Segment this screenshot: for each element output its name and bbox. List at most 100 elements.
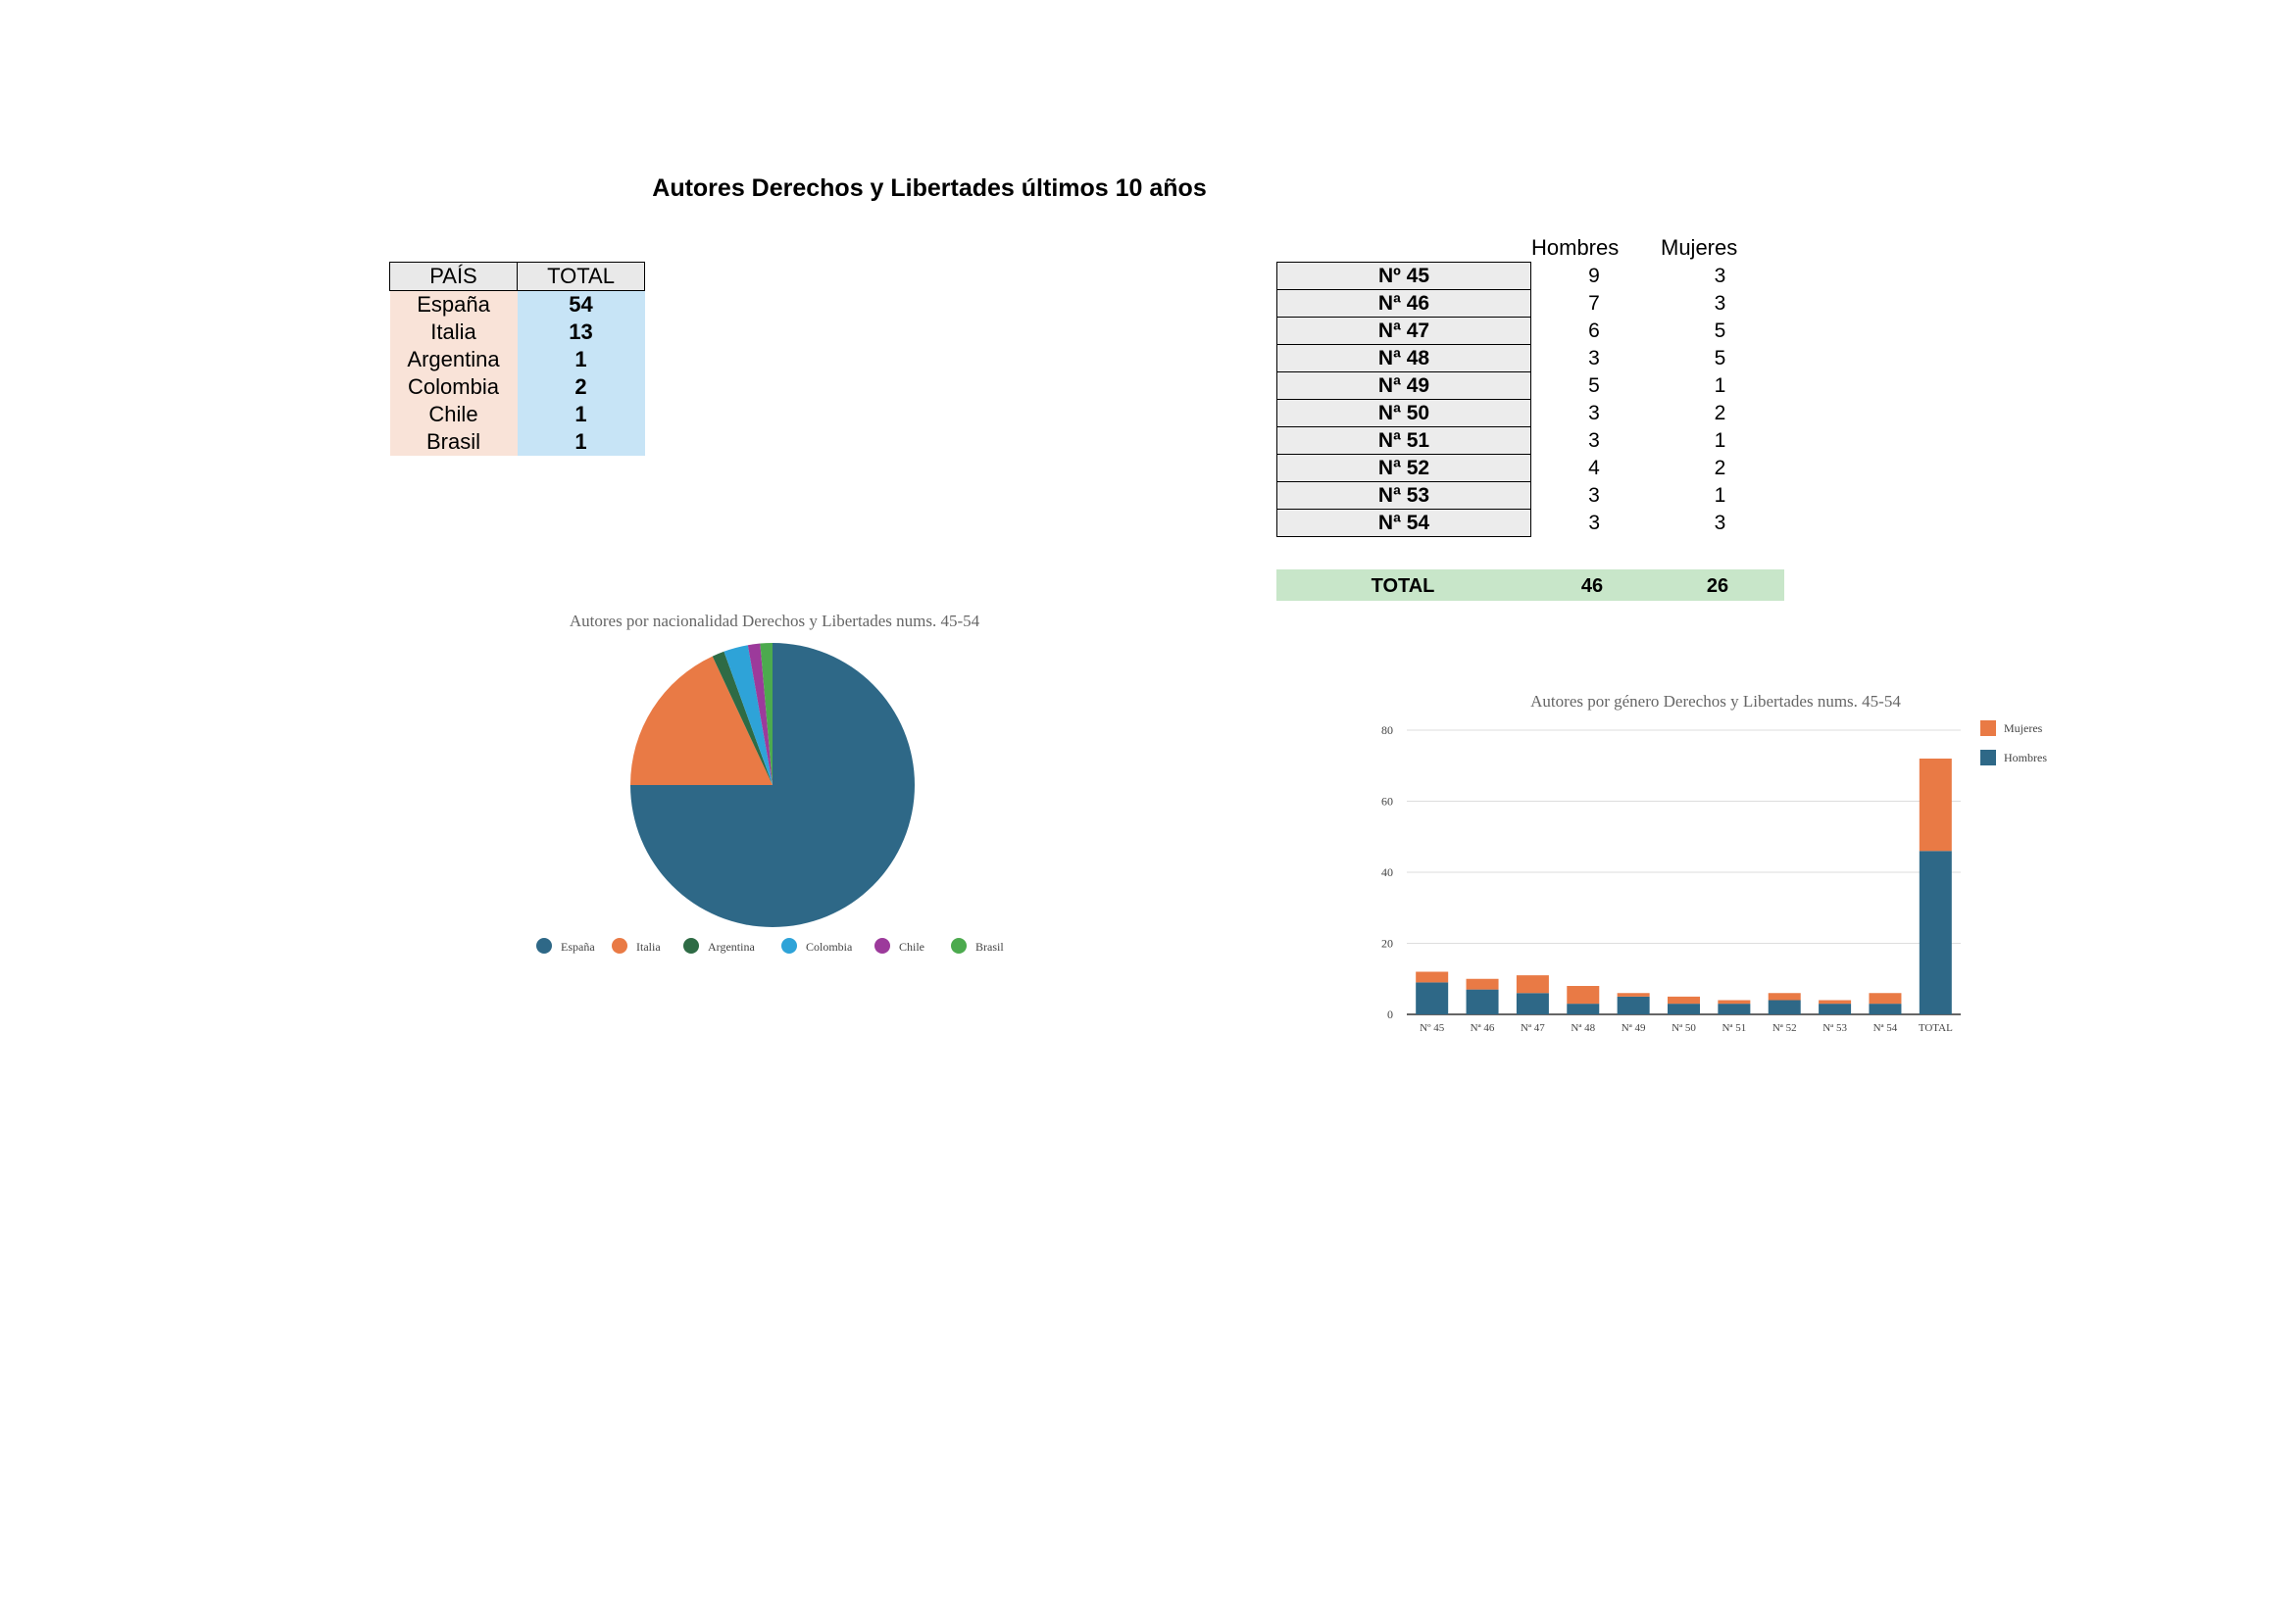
hombres-value: 6 [1588, 319, 1600, 342]
hombres-value: 3 [1588, 511, 1601, 534]
total-header: TOTAL [517, 262, 645, 291]
mujeres-value: 1 [1714, 428, 1726, 452]
country-total: 54 [517, 290, 645, 319]
bar-mujeres [1819, 1000, 1852, 1005]
legend-label: Colombia [806, 940, 853, 954]
bar-mujeres [1869, 993, 1902, 1005]
country-name: España [389, 290, 518, 319]
hombres-value: 3 [1588, 483, 1600, 507]
table-row: Nª 51 3 1 [1276, 426, 1783, 455]
table-row: Nª 49 5 1 [1276, 371, 1783, 400]
pie-slice-italia [630, 656, 773, 785]
x-tick-label: TOTAL [1919, 1022, 1953, 1034]
hombres-value: 4 [1588, 456, 1600, 479]
hombres-value: 5 [1588, 373, 1600, 397]
table-row: España 54 [389, 290, 645, 319]
bar-hombres [1516, 993, 1549, 1014]
x-tick-label: Nº 45 [1420, 1022, 1445, 1034]
bar-mujeres [1919, 759, 1952, 852]
table-row: Argentina 1 [389, 346, 645, 373]
y-tick-label: 60 [1381, 795, 1393, 809]
mujeres-value: 5 [1714, 346, 1726, 369]
mujeres-value: 3 [1714, 291, 1726, 315]
bar-hombres [1668, 1004, 1700, 1014]
legend-label: Italia [636, 940, 661, 954]
x-tick-label: Nª 48 [1571, 1022, 1595, 1034]
hombres-value: 3 [1588, 346, 1600, 369]
table-row: Italia 13 [389, 319, 645, 346]
country-name: Colombia [389, 373, 518, 401]
bar-mujeres [1718, 1000, 1751, 1005]
bar-hombres [1416, 982, 1449, 1014]
bar-mujeres [1567, 986, 1600, 1005]
legend-label: Hombres [2004, 751, 2047, 764]
y-tick-label: 80 [1381, 723, 1393, 737]
pie-chart: Autores por nacionalidad Derechos y Libe… [536, 612, 1004, 954]
mujeres-value: 1 [1714, 483, 1726, 507]
mujeres-header: Mujeres [1661, 235, 1738, 260]
bar-hombres [1567, 1004, 1600, 1014]
legend-marker [874, 938, 890, 954]
bar-chart: Autores por género Derechos y Libertades… [1381, 692, 2047, 1034]
x-tick-label: Nª 47 [1521, 1022, 1545, 1034]
total-label: TOTAL [1371, 575, 1435, 597]
hombres-value: 3 [1588, 428, 1600, 452]
legend-label: Argentina [708, 940, 755, 954]
legend-marker [951, 938, 967, 954]
y-tick-label: 20 [1381, 937, 1393, 951]
pie-slice-chile [747, 643, 773, 785]
gender-total-row: TOTAL 46 26 [1276, 569, 1784, 601]
x-tick-label: Nª 54 [1873, 1022, 1898, 1034]
issue-label: Nª 50 [1276, 399, 1531, 427]
table-row: Nª 47 6 5 [1276, 317, 1783, 345]
mujeres-value: 1 [1714, 373, 1726, 397]
y-tick-label: 40 [1381, 865, 1393, 879]
legend-marker [1980, 720, 1996, 736]
bar-mujeres [1768, 993, 1801, 1001]
mujeres-value: 3 [1714, 264, 1726, 287]
mujeres-value: 5 [1714, 319, 1726, 342]
pie-slice-brasil [760, 643, 773, 785]
pie-chart-title: Autores por nacionalidad Derechos y Libe… [570, 612, 980, 630]
bar-hombres [1718, 1004, 1751, 1014]
mujeres-value: 2 [1714, 401, 1726, 424]
bar-hombres [1617, 996, 1650, 1014]
total-mujeres: 26 [1706, 575, 1729, 597]
legend-label: Mujeres [2004, 721, 2043, 735]
x-tick-label: Nª 53 [1822, 1022, 1847, 1034]
bar-chart-title: Autores por género Derechos y Libertades… [1530, 692, 1901, 711]
issue-label: Nº 45 [1276, 262, 1531, 290]
issue-label: Nª 54 [1276, 509, 1531, 537]
bar-mujeres [1466, 978, 1499, 990]
bar-mujeres [1516, 975, 1549, 994]
table-row: Nª 48 3 5 [1276, 344, 1783, 372]
hombres-value: 3 [1588, 401, 1600, 424]
pie-slice-colombia [724, 645, 773, 785]
bar-mujeres [1416, 971, 1449, 983]
country-total: 1 [517, 401, 645, 428]
bar-hombres [1919, 851, 1952, 1014]
country-table: PAÍS TOTAL España 54 Italia 13 Argentina 1 … [389, 262, 645, 456]
pie-slice-argentina [712, 651, 773, 785]
bar-mujeres [1668, 996, 1700, 1005]
issue-label: Nª 48 [1276, 344, 1531, 372]
legend-label: Brasil [975, 940, 1004, 954]
table-row: Nª 54 3 3 [1276, 509, 1783, 537]
bar-hombres [1466, 989, 1499, 1014]
bar-hombres [1768, 1000, 1801, 1014]
table-row: Nª 52 4 2 [1276, 454, 1783, 482]
page-title: Autores Derechos y Libertades últimos 10… [652, 174, 1207, 202]
table-row: Brasil 1 [389, 428, 645, 456]
table-row: Nª 46 7 3 [1276, 289, 1783, 318]
table-row: Nª 50 3 2 [1276, 399, 1783, 427]
country-name: Italia [389, 319, 518, 346]
issue-label: Nª 49 [1276, 371, 1531, 400]
hombres-value: 9 [1588, 264, 1600, 287]
legend-marker [781, 938, 797, 954]
issue-label: Nª 47 [1276, 317, 1531, 345]
legend-marker [612, 938, 627, 954]
legend-marker [683, 938, 699, 954]
country-name: Chile [389, 401, 518, 428]
mujeres-value: 3 [1714, 511, 1726, 534]
country-name: Argentina [389, 346, 518, 373]
